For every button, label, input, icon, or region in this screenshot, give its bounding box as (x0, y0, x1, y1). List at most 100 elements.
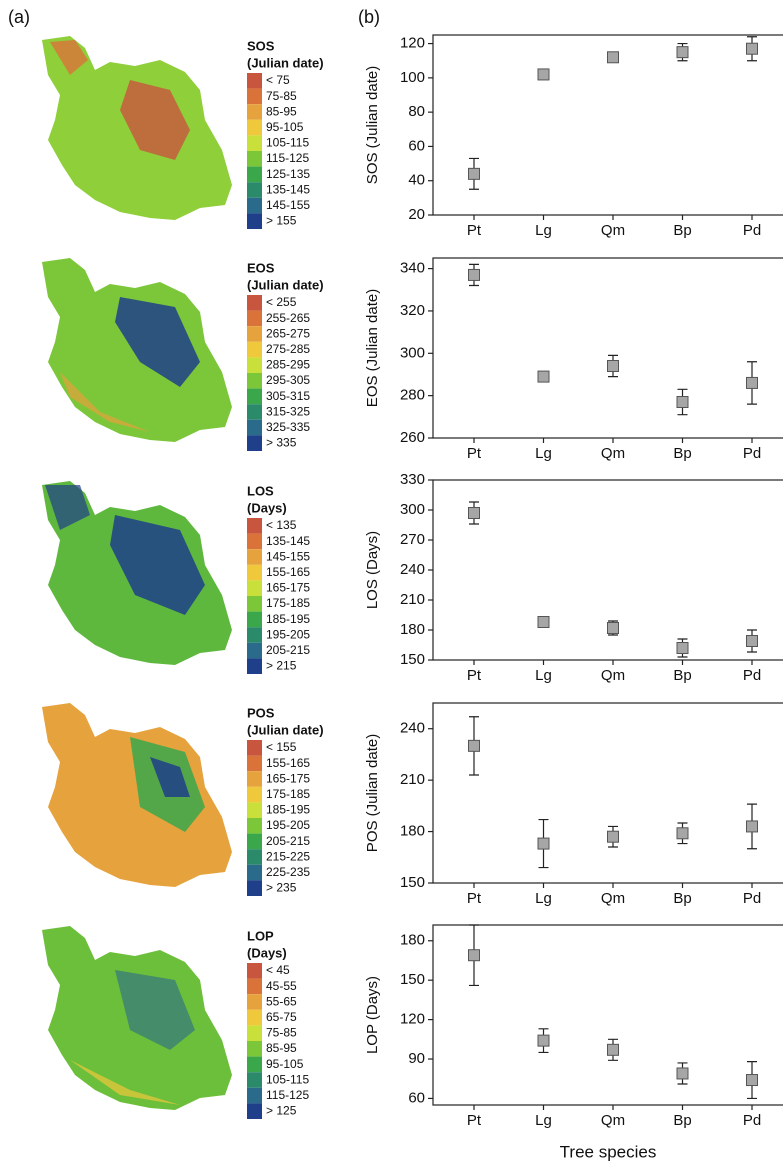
legend-label: 75-85 (266, 89, 297, 103)
legend-swatch (247, 104, 262, 120)
marker (538, 838, 549, 849)
y-tick-label: 150 (400, 651, 425, 668)
legend-swatch (247, 182, 262, 198)
legend-swatch (247, 979, 262, 995)
legend-swatch (247, 198, 262, 214)
legend-swatch (247, 420, 262, 436)
x-tick-label: Bp (673, 445, 691, 462)
legend-label: 75-85 (266, 1026, 297, 1040)
y-tick-label: 180 (400, 932, 425, 949)
x-tick-label: Pt (467, 667, 482, 684)
legend-label: 325-335 (266, 420, 310, 434)
y-tick-label: 210 (400, 591, 425, 608)
legend-label: 155-165 (266, 756, 310, 770)
legend-unit: (Days) (247, 945, 287, 960)
marker (677, 643, 688, 654)
legend-label: 185-195 (266, 803, 310, 817)
marker (538, 371, 549, 382)
y-tick-label: 150 (400, 971, 425, 988)
legend-swatch (247, 73, 262, 89)
marker (538, 1035, 549, 1046)
x-tick-label: Lg (535, 667, 552, 684)
legend-swatch (247, 740, 262, 756)
y-tick-label: 60 (408, 1089, 425, 1106)
y-tick-label: 180 (400, 621, 425, 638)
legend-swatch (247, 643, 262, 659)
legend-label: > 125 (266, 1104, 297, 1118)
x-tick-label: Lg (535, 222, 552, 239)
legend-label: 155-165 (266, 565, 310, 579)
y-tick-label: 340 (400, 260, 425, 277)
legend-label: 145-155 (266, 198, 310, 212)
x-tick-label: Pd (743, 222, 761, 239)
x-tick-label: Qm (601, 1112, 625, 1129)
legend-label: < 135 (266, 518, 297, 532)
legend-label: < 45 (266, 963, 290, 977)
legend-swatch (247, 963, 262, 979)
marker (608, 623, 619, 634)
legend-label: 175-185 (266, 787, 310, 801)
map (42, 258, 232, 442)
panel-label: (b) (358, 7, 380, 27)
legend-label: 95-105 (266, 1057, 304, 1071)
legend-label: < 155 (266, 740, 297, 754)
legend-swatch (247, 1103, 262, 1119)
legend-swatch (247, 357, 262, 373)
legend-label: 105-115 (266, 136, 309, 150)
y-axis-label: LOP (Days) (364, 976, 381, 1054)
legend-swatch (247, 627, 262, 643)
legend-label: 55-65 (266, 994, 297, 1008)
legend-swatch (247, 167, 262, 183)
legend-swatch (247, 1025, 262, 1041)
legend-swatch (247, 1041, 262, 1057)
legend-swatch (247, 518, 262, 534)
legend-label: 295-305 (266, 373, 310, 387)
legend-swatch (247, 311, 262, 327)
plot-frame (433, 925, 783, 1105)
legend-label: 115-125 (266, 151, 309, 165)
map-area (42, 703, 232, 887)
x-tick-label: Pd (743, 890, 761, 907)
legend-swatch (247, 404, 262, 420)
legend-label: 315-325 (266, 404, 310, 418)
marker (747, 43, 758, 54)
legend-label: 175-185 (266, 596, 310, 610)
x-tick-label: Pt (467, 222, 482, 239)
x-tick-label: Bp (673, 890, 691, 907)
marker (677, 397, 688, 408)
y-tick-label: 20 (408, 206, 425, 223)
legend-swatch (247, 1072, 262, 1088)
x-tick-label: Bp (673, 222, 691, 239)
y-tick-label: 300 (400, 344, 425, 361)
legend-label: 115-125 (266, 1088, 309, 1102)
legend-label: 135-145 (266, 534, 310, 548)
y-tick-label: 150 (400, 874, 425, 891)
x-tick-label: Qm (601, 222, 625, 239)
legend-swatch (247, 756, 262, 772)
marker (469, 508, 480, 519)
legend-swatch (247, 135, 262, 151)
marker (747, 636, 758, 647)
y-axis-label: SOS (Julian date) (364, 66, 381, 184)
legend-label: 255-265 (266, 311, 310, 325)
legend-title: SOS (247, 38, 275, 53)
legend-title: POS (247, 705, 275, 720)
y-tick-label: 100 (400, 69, 425, 86)
legend-unit: (Julian date) (247, 722, 324, 737)
legend-label: 265-275 (266, 326, 310, 340)
map (42, 703, 232, 887)
map (42, 926, 232, 1110)
x-tick-label: Pd (743, 1112, 761, 1129)
marker (469, 269, 480, 280)
y-tick-label: 260 (400, 429, 425, 446)
legend-swatch (247, 787, 262, 803)
y-tick-label: 120 (400, 1011, 425, 1028)
legend-label: 185-195 (266, 612, 310, 626)
legend-label: 195-205 (266, 818, 310, 832)
legend-label: > 235 (266, 881, 297, 895)
x-tick-label: Lg (535, 1112, 552, 1129)
legend-swatch (247, 834, 262, 850)
legend-label: < 255 (266, 295, 297, 309)
legend-swatch (247, 612, 262, 628)
marker (747, 1075, 758, 1086)
